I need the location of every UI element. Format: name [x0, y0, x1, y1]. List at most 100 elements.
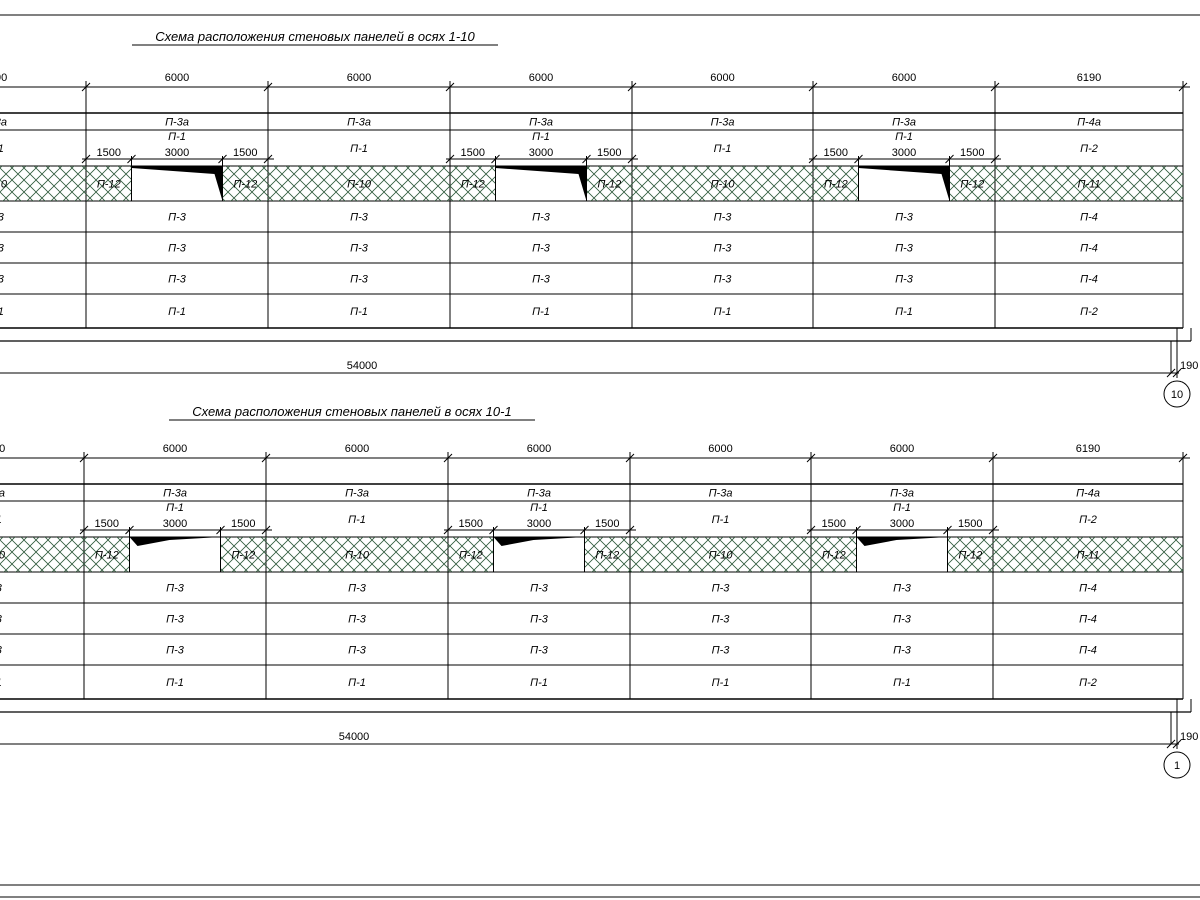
- dimension-tick: [806, 453, 816, 463]
- panel-label: П-10: [0, 550, 6, 562]
- hatched-panel: [811, 537, 857, 572]
- panel-label: П-1: [0, 514, 2, 526]
- window-dimension-text: 3000: [890, 518, 914, 530]
- hatched-panel: [220, 537, 266, 572]
- panel-label: П-3: [532, 212, 551, 224]
- panel-label: П-3а: [711, 117, 735, 129]
- panel-label: П-3: [350, 274, 369, 286]
- panel-label: П-4а: [1076, 488, 1100, 500]
- panel-label: П-1: [712, 677, 730, 689]
- panel-column: П-3а П-1 П-10 П-3 П-3 П-3 П-1: [630, 484, 812, 699]
- dimension-tick: [1172, 368, 1182, 378]
- panel-label: П-3а: [345, 488, 369, 500]
- hatched-panel: [448, 537, 494, 572]
- window-dimension-text: 1500: [595, 518, 619, 530]
- panel-label: П-4: [1079, 614, 1097, 626]
- window-dimension-text: 1500: [958, 518, 982, 530]
- panel-column: 1500 3000 1500 П-3а П-1 П-12 П-12 П-3 П-3 П-3 П-1: [445, 113, 638, 328]
- panel-label: П-12: [824, 179, 848, 191]
- window-dimension-text: 3000: [529, 147, 553, 159]
- dimension-tick: [443, 453, 453, 463]
- panel-label: П-3: [0, 274, 5, 286]
- window-dimension-text: 3000: [163, 518, 187, 530]
- panel-label: П-3: [166, 645, 185, 657]
- panel-label: П-3: [350, 212, 369, 224]
- panel-column: П-3а П-1 П-10 П-3 П-3 П-3 П-1: [632, 113, 814, 328]
- panel-label: П-10: [345, 550, 370, 562]
- panel-label: П-10: [347, 179, 372, 191]
- panel-label: П-1: [168, 306, 186, 318]
- panel-label: П-1: [714, 306, 732, 318]
- panel-label: П-3: [166, 583, 185, 595]
- dimension-tick: [808, 154, 818, 164]
- panel-label: П-4: [1080, 212, 1098, 224]
- panel-label: П-3: [0, 614, 3, 626]
- panel-label: П-3: [348, 645, 367, 657]
- panel-label: П-12: [597, 179, 621, 191]
- panel-label: П-3: [168, 274, 187, 286]
- span-dimension-text: 6000: [529, 72, 553, 84]
- panel-column: П-3а П-1 П-10 П-3 П-3 П-3 П-1: [268, 113, 451, 328]
- window-dimension-text: 1500: [597, 147, 621, 159]
- window-dimension-text: 1500: [824, 147, 848, 159]
- panel-label: П-1: [530, 677, 548, 689]
- panel-label: П-3: [0, 243, 5, 255]
- window-dimension-text: 3000: [892, 147, 916, 159]
- span-dimension-text: 6190: [0, 443, 5, 455]
- span-dimension-text: 6190: [0, 72, 7, 84]
- dimension-tick: [79, 453, 89, 463]
- span-dimension-text: 6190: [1076, 443, 1100, 455]
- total-dimension-text: 54000: [339, 731, 370, 743]
- panel-label: П-2: [1079, 514, 1097, 526]
- hatched-panel: [995, 166, 1183, 201]
- panel-label: П-3а: [892, 117, 916, 129]
- panel-label: П-4а: [1077, 117, 1101, 129]
- dimension-tick: [261, 525, 271, 535]
- panel-column: 1500 3000 1500 П-3а П-1 П-12 П-12 П-3 П-3 П-3 П-1: [808, 113, 1001, 328]
- panel-column: 1500 3000 1500 П-3а П-1 П-12 П-12 П-3 П-3 П-3 П-1: [81, 113, 274, 328]
- window-dimension-text: 1500: [960, 147, 984, 159]
- dimension-tick: [81, 154, 91, 164]
- panel-label: П-3: [166, 614, 185, 626]
- axis-marker-circle: [1163, 380, 1191, 408]
- panel-label: П-1: [348, 677, 366, 689]
- dimension-tick: [443, 525, 453, 535]
- span-dimension-text: 6000: [892, 72, 916, 84]
- panel-label: П-3: [893, 583, 912, 595]
- dimension-tick: [627, 154, 637, 164]
- window-dimension-text: 1500: [231, 518, 255, 530]
- panel-label: П-1: [532, 306, 550, 318]
- hatched-panel: [450, 166, 496, 201]
- panel-label: П-1: [893, 502, 911, 514]
- panel-column: П-3а П-1 П-10 П-3 П-3 П-3 П-1: [0, 484, 85, 699]
- hatched-panel: [266, 537, 448, 572]
- panel-label: П-3: [168, 212, 187, 224]
- panel-scheme-1: Схема расположения стеновых панелей в ос…: [0, 29, 1198, 408]
- dimension-tick: [990, 154, 1000, 164]
- dimension-tick: [990, 82, 1000, 92]
- span-dimension-text: 6000: [710, 72, 734, 84]
- dimension-tick: [445, 82, 455, 92]
- panel-column: 1500 3000 1500 П-3а П-1 П-12 П-12 П-3 П-3 П-3 П-1: [79, 484, 272, 699]
- hatched-panel: [949, 166, 995, 201]
- panel-label: П-1: [350, 306, 368, 318]
- panel-label: П-12: [95, 550, 119, 562]
- scheme-title: Схема расположения стеновых панелей в ос…: [155, 29, 475, 44]
- panel-label: П-3а: [890, 488, 914, 500]
- panel-label: П-3а: [347, 117, 371, 129]
- axis-marker-circle: [1163, 751, 1191, 779]
- span-dimension-text: 6000: [527, 443, 551, 455]
- dimension-tick: [1166, 368, 1176, 378]
- window-dimension-text: 3000: [165, 147, 189, 159]
- panel-label: П-3: [895, 274, 914, 286]
- panel-label: П-3: [712, 583, 731, 595]
- panel-label: П-1: [166, 502, 184, 514]
- panel-label: П-12: [595, 550, 619, 562]
- panel-column: П-3а П-1 П-10 П-3 П-3 П-3 П-1: [0, 113, 87, 328]
- panel-column: П-4а П-2 П-11 П-4 П-4 П-4 П-2: [993, 484, 1184, 699]
- axis-marker-label: 1: [1174, 760, 1180, 772]
- panel-label: П-3: [348, 583, 367, 595]
- dimension-tick: [625, 453, 635, 463]
- panel-label: П-3: [895, 243, 914, 255]
- panel-label: П-3а: [527, 488, 551, 500]
